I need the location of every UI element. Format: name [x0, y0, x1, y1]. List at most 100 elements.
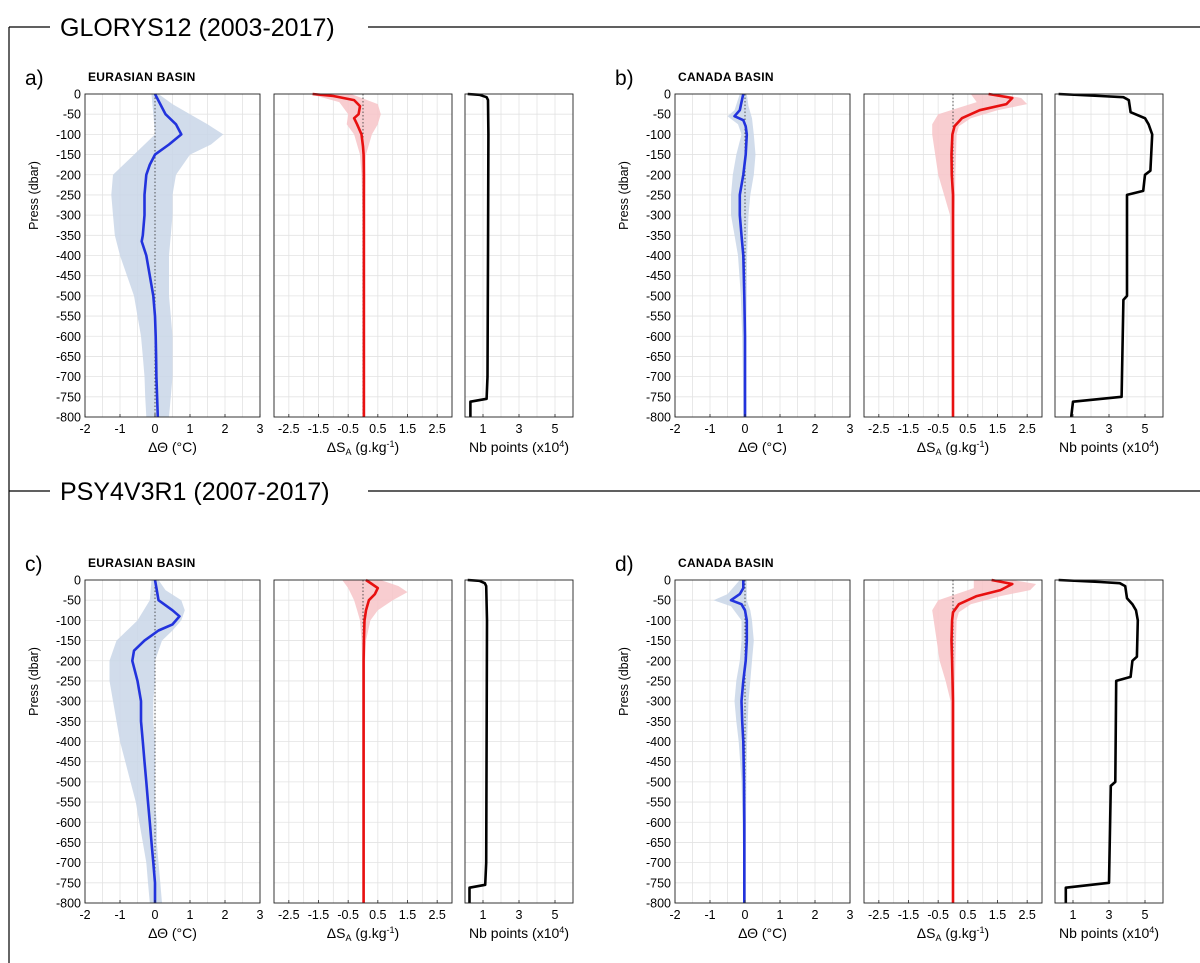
y-tick-label: -300 — [56, 695, 81, 709]
y-tick-label: -150 — [56, 148, 81, 162]
theta-mean-line — [140, 93, 183, 418]
y-tick-label: -650 — [646, 350, 671, 364]
x-tick-label: 3 — [257, 422, 264, 436]
x-tick-label: -2.5 — [868, 422, 890, 436]
x-tick-label: -0.5 — [927, 422, 949, 436]
subplot-theta-3: -2 -1 0 1 2 3 ΔΘ (°C) — [669, 579, 854, 941]
x-tick-label: 1 — [187, 908, 194, 922]
basin-title: EURASIAN BASIN — [88, 556, 196, 570]
y-tick-label: -400 — [646, 249, 671, 263]
y-tick-label: -200 — [646, 168, 671, 182]
y-tick-label: -800 — [646, 897, 671, 911]
count-mean-line — [1058, 578, 1140, 903]
y-tick-label: -100 — [646, 614, 671, 628]
subplot-salinity-3: -2.5 -1.5 -0.5 0.5 1.5 2.5 ΔSA (g.kg-1) — [863, 578, 1043, 943]
y-tick-label: -450 — [56, 269, 81, 283]
basin-title: EURASIAN BASIN — [88, 70, 196, 84]
y-tick-label: 0 — [664, 88, 671, 102]
y-tick-label: -800 — [646, 411, 671, 425]
x-tick-label: 2.5 — [428, 908, 445, 922]
count-mean-line — [467, 578, 489, 903]
basin-title: CANADA BASIN — [678, 70, 774, 84]
x-axis-label-salinity: ΔSA (g.kg-1) — [327, 925, 399, 943]
x-tick-label: 1.5 — [399, 422, 416, 436]
y-tick-label: -100 — [646, 128, 671, 142]
x-axis-label-count: Nb points (x104) — [469, 439, 569, 455]
y-tick-label: -300 — [56, 209, 81, 223]
panel-letter: d) — [615, 553, 634, 576]
x-axis-label-count: Nb points (x104) — [469, 925, 569, 941]
x-tick-label: -1.5 — [898, 908, 920, 922]
y-tick-label: -350 — [646, 715, 671, 729]
y-tick-label: -550 — [646, 796, 671, 810]
y-tick-label: 0 — [664, 574, 671, 588]
x-tick-label: -1 — [704, 422, 715, 436]
axes-frame — [273, 579, 453, 904]
y-tick-label: -500 — [56, 289, 81, 303]
axes-frame — [674, 93, 851, 418]
section-title-psy4: PSY4V3R1 (2007-2017) — [60, 478, 330, 506]
y-tick-label: -450 — [56, 755, 81, 769]
x-tick-label: 3 — [847, 908, 854, 922]
subplot-count-2: 1 3 5 Nb points (x104) — [464, 578, 574, 941]
panel-0: a) EURASIAN BASIN0-50-100-150-200-250-300… — [25, 67, 574, 457]
y-tick-label: -700 — [646, 370, 671, 384]
x-tick-label: 2 — [222, 908, 229, 922]
panel-2: c) EURASIAN BASIN0-50-100-150-200-250-300… — [25, 553, 574, 943]
y-tick-label: -650 — [646, 836, 671, 850]
x-tick-label: 0.5 — [959, 908, 976, 922]
subplot-theta-2: -2 -1 0 1 2 3 ΔΘ (°C) — [79, 579, 264, 941]
x-axis-label-count: Nb points (x104) — [1059, 925, 1159, 941]
theta-spread-band — [111, 94, 224, 417]
x-tick-label: -2 — [79, 422, 90, 436]
section-frame-1: GLORYS12 (2003-2017) — [8, 14, 1200, 491]
y-tick-label: -650 — [56, 836, 81, 850]
x-axis-label-salinity: ΔSA (g.kg-1) — [917, 439, 989, 457]
axes-frame — [273, 93, 453, 418]
subplot-salinity-2: -2.5 -1.5 -0.5 0.5 1.5 2.5 ΔSA (g.kg-1) — [273, 578, 453, 943]
count-mean-line — [467, 92, 490, 417]
y-tick-label: -600 — [56, 330, 81, 344]
x-tick-label: -2.5 — [278, 908, 300, 922]
subplot-salinity-1: -2.5 -1.5 -0.5 0.5 1.5 2.5 ΔSA (g.kg-1) — [863, 92, 1043, 457]
y-tick-label: -300 — [646, 695, 671, 709]
x-tick-label: 3 — [1106, 422, 1113, 436]
salinity-mean-line — [950, 92, 1014, 417]
x-tick-label: 3 — [847, 422, 854, 436]
y-tick-label: -650 — [56, 350, 81, 364]
x-tick-label: 0.5 — [369, 908, 386, 922]
x-tick-label: 3 — [1106, 908, 1113, 922]
x-tick-label: 1.5 — [399, 908, 416, 922]
x-axis-label-theta: ΔΘ (°C) — [738, 439, 787, 455]
y-tick-label: -800 — [56, 897, 81, 911]
x-tick-label: -2 — [79, 908, 90, 922]
x-tick-label: -1.5 — [308, 908, 330, 922]
y-tick-label: -550 — [646, 310, 671, 324]
y-tick-label: -250 — [646, 188, 671, 202]
y-tick-label: -500 — [646, 289, 671, 303]
x-tick-label: 2.5 — [428, 422, 445, 436]
x-tick-label: -2 — [669, 422, 680, 436]
y-axis-label: Press (dbar) — [617, 647, 631, 716]
x-tick-label: 0.5 — [369, 422, 386, 436]
y-tick-label: -100 — [56, 128, 81, 142]
x-tick-label: 0 — [742, 422, 749, 436]
y-tick-label: -600 — [56, 816, 81, 830]
x-tick-label: 5 — [552, 908, 559, 922]
y-tick-label: -200 — [56, 168, 81, 182]
y-tick-label: -200 — [56, 654, 81, 668]
x-tick-label: 1 — [480, 422, 487, 436]
y-tick-label: -350 — [56, 715, 81, 729]
y-tick-label: -600 — [646, 816, 671, 830]
x-tick-label: 3 — [516, 422, 523, 436]
x-tick-label: 2 — [812, 422, 819, 436]
salinity-mean-line — [362, 578, 380, 903]
subplot-theta-1: -2 -1 0 1 2 3 ΔΘ (°C) — [669, 93, 854, 455]
y-tick-label: -700 — [56, 370, 81, 384]
x-tick-label: 2.5 — [1018, 422, 1035, 436]
y-tick-label: -550 — [56, 310, 81, 324]
panel-letter: a) — [25, 67, 44, 90]
axes-frame — [84, 579, 261, 904]
panel-3: d) CANADA BASIN0-50-100-150-200-250-300-3… — [615, 553, 1164, 943]
y-tick-label: -750 — [56, 876, 81, 890]
